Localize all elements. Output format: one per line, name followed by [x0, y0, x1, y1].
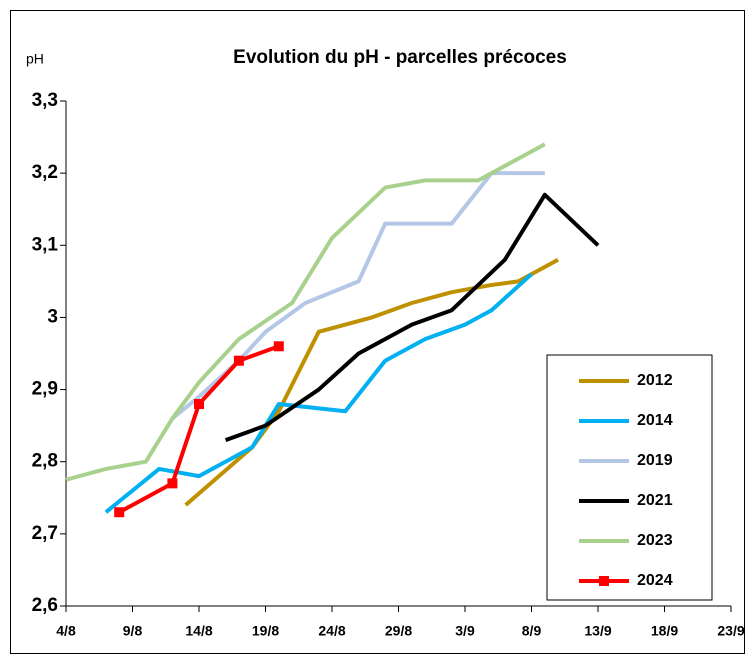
legend-label: 2012 [637, 372, 673, 389]
y-axis-label: pH [26, 51, 44, 67]
legend-label: 2024 [637, 572, 673, 589]
x-tick-label: 19/8 [252, 623, 279, 639]
x-tick-label: 29/8 [385, 623, 412, 639]
x-tick-label: 24/8 [318, 623, 345, 639]
legend-marker [599, 576, 609, 586]
x-tick-label: 4/8 [56, 623, 76, 639]
y-tick-label: 2,8 [32, 451, 58, 472]
legend-label: 2014 [637, 412, 673, 429]
x-tick-label: 14/8 [185, 623, 212, 639]
legend-label: 2021 [637, 492, 673, 509]
point-marker [114, 507, 125, 518]
legend-label: 2023 [637, 532, 673, 549]
x-tick-label: 3/9 [455, 623, 475, 639]
y-tick-label: 2,9 [32, 379, 58, 400]
series-line [171, 171, 545, 420]
y-tick-label: 3 [47, 306, 58, 327]
series-line [65, 142, 546, 482]
legend-box [546, 354, 713, 601]
y-tick-label: 3,3 [32, 90, 58, 111]
x-tick-label: 13/9 [584, 623, 611, 639]
series-line [224, 192, 600, 442]
point-marker [167, 478, 178, 489]
x-tick-label: 23/9 [717, 623, 744, 639]
point-marker [273, 341, 284, 352]
y-tick-label: 2,6 [32, 595, 58, 616]
y-tick-label: 2,7 [32, 523, 58, 544]
y-tick-label: 3,2 [32, 162, 58, 183]
y-tick-label: 3,1 [32, 234, 59, 255]
x-tick-label: 18/9 [651, 623, 678, 639]
x-tick-label: 9/8 [123, 623, 143, 639]
x-tick-label: 8/9 [522, 623, 542, 639]
legend-label: 2019 [637, 452, 673, 469]
point-marker [233, 355, 244, 366]
series-line [104, 272, 533, 514]
chart-title: Evolution du pH - parcelles précoces [233, 47, 567, 68]
point-marker [194, 399, 204, 409]
